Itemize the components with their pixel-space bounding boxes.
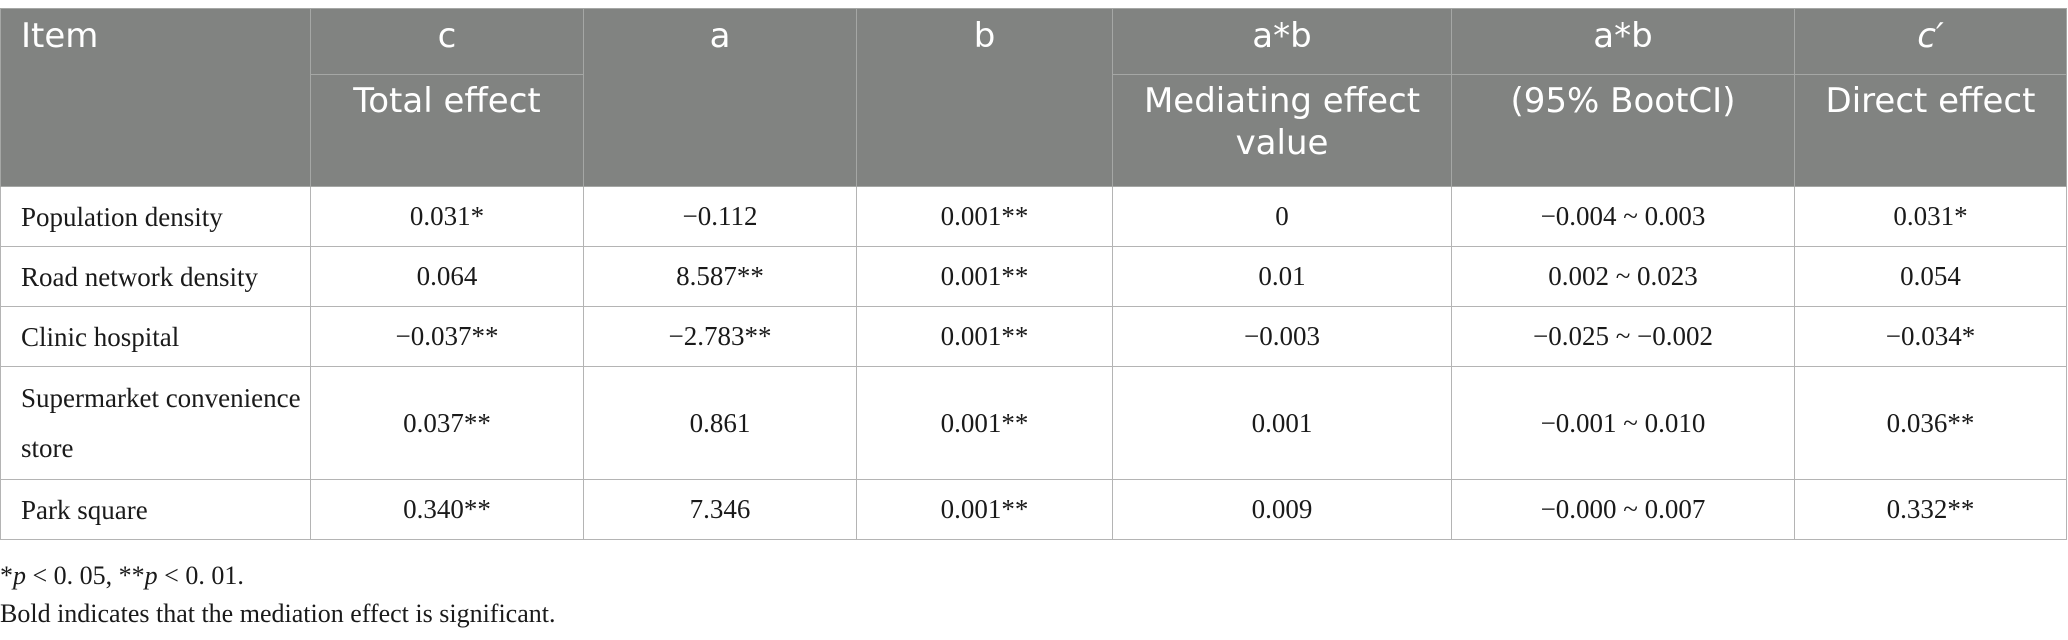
significance-footnote: *p < 0. 05, **p < 0. 01.	[0, 560, 244, 592]
cell-a: 8.587**	[583, 246, 857, 307]
header-ab-ci: a*b	[1451, 8, 1795, 75]
header-boot-ci: (95% BootCI)	[1451, 74, 1795, 187]
header-b: b	[856, 8, 1113, 187]
header-c-prime: c′	[1794, 8, 2067, 75]
cell-mediating-effect: 0.001	[1112, 366, 1452, 480]
cell-total-effect: −0.037**	[310, 306, 584, 367]
table-header: Item c a b a*b a*b c′ Total effect Media…	[0, 8, 2067, 187]
cell-mediating-effect: −0.003	[1112, 306, 1452, 367]
table-row: Park square 0.340** 7.346 0.001** 0.009 …	[0, 479, 2067, 540]
table-row: Population density 0.031* −0.112 0.001**…	[0, 186, 2067, 247]
cell-a: −2.783**	[583, 306, 857, 367]
cell-mediating-effect: 0	[1112, 186, 1452, 247]
row-label: Park square	[0, 479, 311, 540]
row-label: Supermarket convenience store	[0, 366, 311, 480]
header-c: c	[310, 8, 584, 75]
footnote-threshold-2: < 0. 01.	[157, 561, 244, 590]
header-item: Item	[0, 8, 311, 187]
cell-total-effect: 0.031*	[310, 186, 584, 247]
cell-total-effect: 0.064	[310, 246, 584, 307]
mediation-effect-table: Item c a b a*b a*b c′ Total effect Media…	[0, 8, 2067, 540]
header-total-effect: Total effect	[310, 74, 584, 187]
cell-b: 0.001**	[856, 366, 1113, 480]
cell-direct-effect: 0.036**	[1794, 366, 2067, 480]
cell-boot-ci: −0.025 ~ −0.002	[1451, 306, 1795, 367]
row-label: Clinic hospital	[0, 306, 311, 367]
cell-a: −0.112	[583, 186, 857, 247]
cell-direct-effect: 0.054	[1794, 246, 2067, 307]
cell-boot-ci: 0.002 ~ 0.023	[1451, 246, 1795, 307]
cell-direct-effect: 0.332**	[1794, 479, 2067, 540]
footnote-star: *	[0, 561, 13, 590]
bold-note-footnote: Bold indicates that the mediation effect…	[0, 599, 556, 628]
cell-mediating-effect: 0.01	[1112, 246, 1452, 307]
header-direct-effect: Direct effect	[1794, 74, 2067, 187]
table-row: Clinic hospital −0.037** −2.783** 0.001*…	[0, 306, 2067, 367]
cell-b: 0.001**	[856, 479, 1113, 540]
cell-b: 0.001**	[856, 246, 1113, 307]
cell-direct-effect: −0.034*	[1794, 306, 2067, 367]
footnote-p-symbol: p	[144, 561, 158, 590]
cell-boot-ci: −0.000 ~ 0.007	[1451, 479, 1795, 540]
footnote-p-symbol: p	[13, 561, 26, 590]
cell-b: 0.001**	[856, 306, 1113, 367]
row-label: Population density	[0, 186, 311, 247]
table-row: Road network density 0.064 8.587** 0.001…	[0, 246, 2067, 307]
cell-boot-ci: −0.001 ~ 0.010	[1451, 366, 1795, 480]
cell-direct-effect: 0.031*	[1794, 186, 2067, 247]
footnote-threshold-1: < 0. 05, **	[26, 561, 145, 590]
cell-total-effect: 0.037**	[310, 366, 584, 480]
header-mediating-effect-value: Mediating effect value	[1112, 74, 1452, 187]
row-label: Road network density	[0, 246, 311, 307]
table-row: Supermarket convenience store 0.037** 0.…	[0, 366, 2067, 480]
cell-mediating-effect: 0.009	[1112, 479, 1452, 540]
table-body: Population density 0.031* −0.112 0.001**…	[0, 186, 2067, 540]
cell-b: 0.001**	[856, 186, 1113, 247]
header-a: a	[583, 8, 857, 187]
cell-boot-ci: −0.004 ~ 0.003	[1451, 186, 1795, 247]
cell-a: 7.346	[583, 479, 857, 540]
header-ab: a*b	[1112, 8, 1452, 75]
header-row-1: Item c a b a*b a*b c′	[0, 8, 2067, 187]
cell-a: 0.861	[583, 366, 857, 480]
cell-total-effect: 0.340**	[310, 479, 584, 540]
header-row-2: Total effect Mediating effect value (95%…	[1, 74, 2067, 187]
